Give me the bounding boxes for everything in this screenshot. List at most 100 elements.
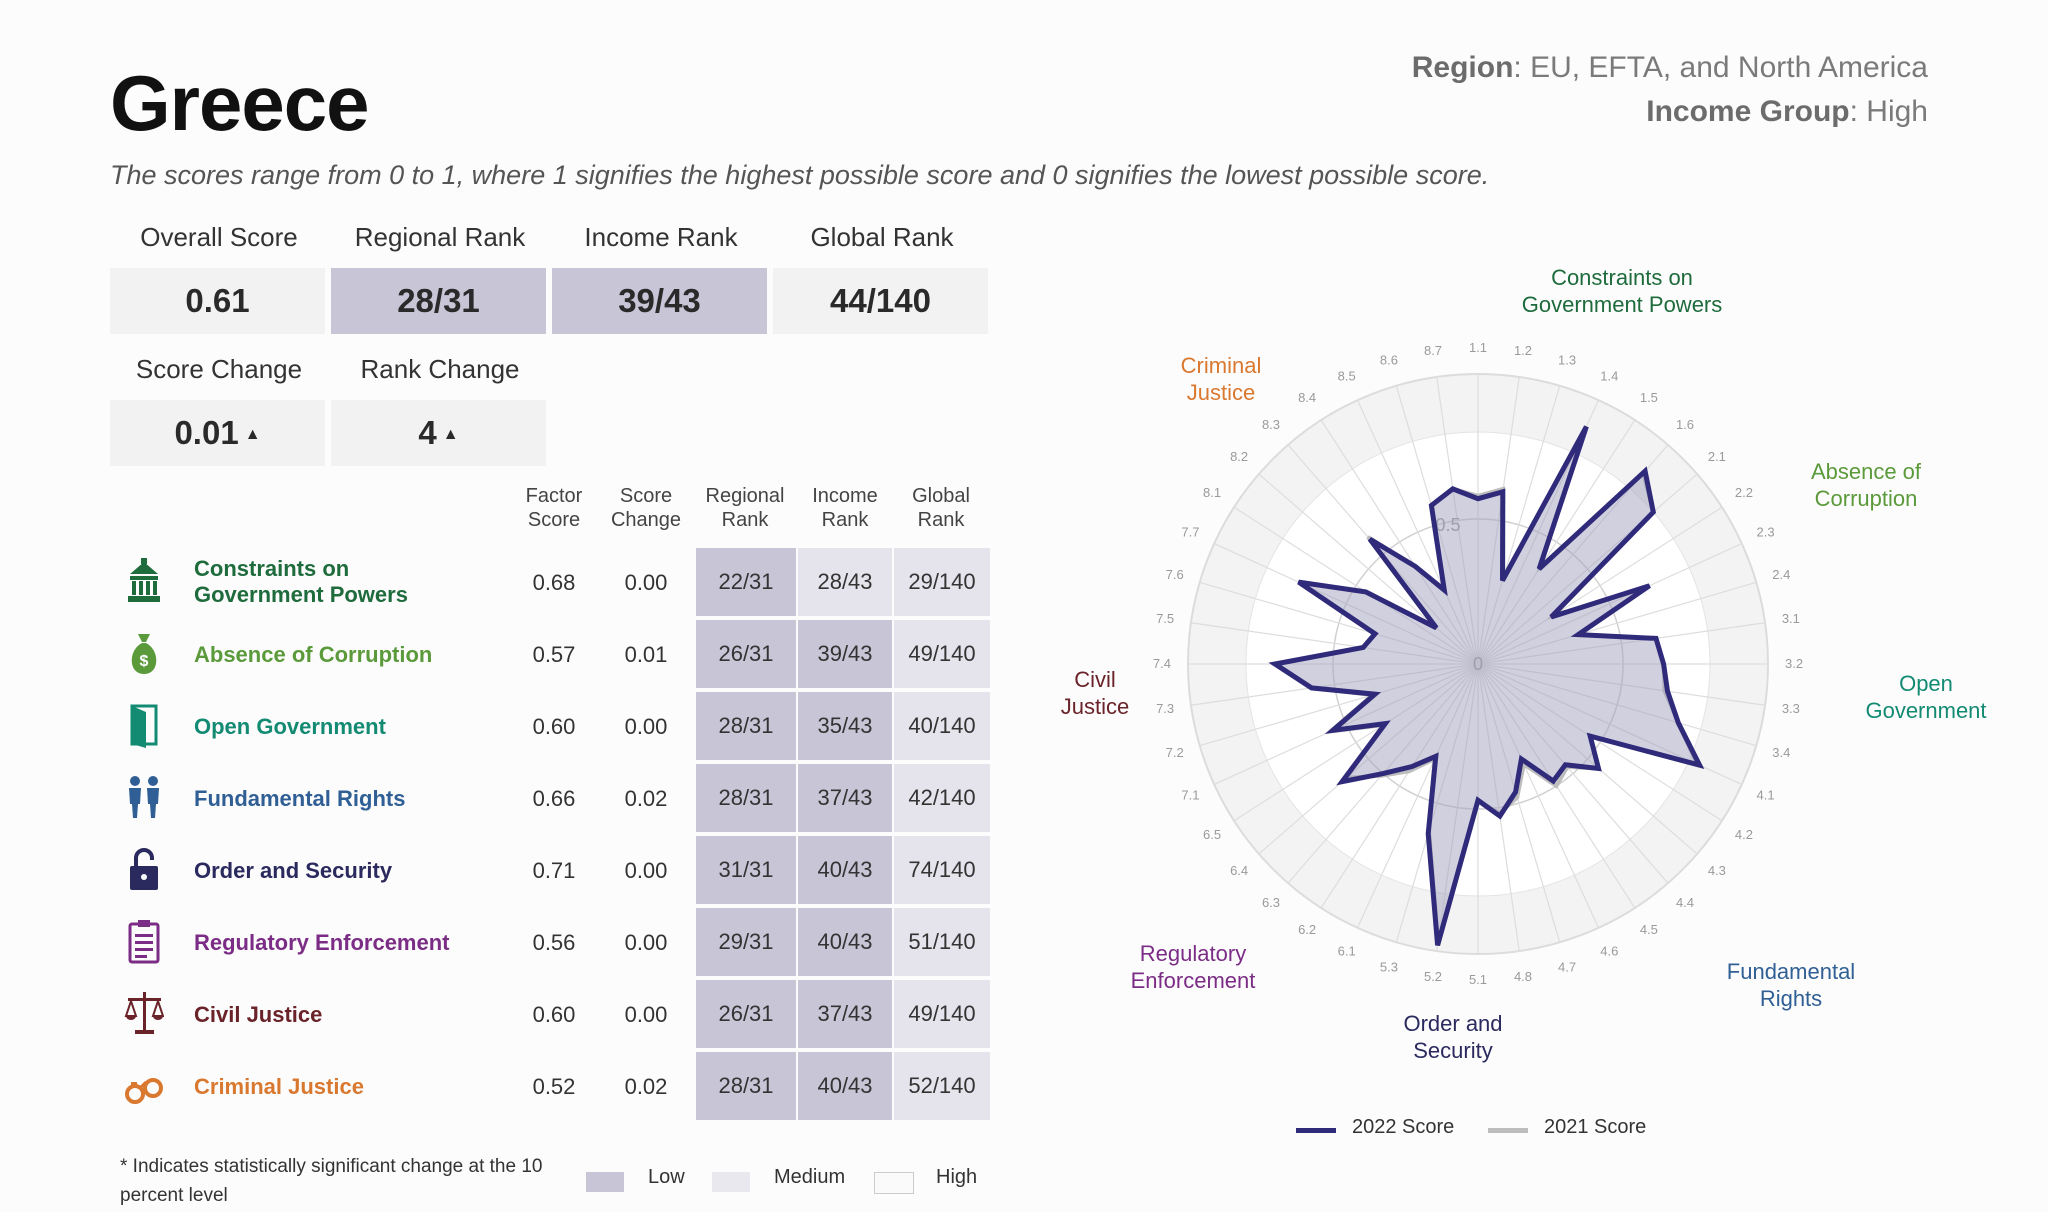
factor-row: Civil Justice 0.60 0.00 26/31 37/43 49/140 bbox=[110, 980, 990, 1050]
radar-spoke-label: 3.3 bbox=[1782, 701, 1800, 716]
col-score-change: Score Change bbox=[610, 485, 682, 531]
income-rank-value: 39/43 bbox=[552, 268, 767, 334]
factor-regional-rank: 26/31 bbox=[696, 980, 796, 1048]
padlock-icon bbox=[124, 846, 170, 896]
radar-spoke bbox=[1356, 399, 1479, 665]
radar-spoke-label: 4.8 bbox=[1514, 969, 1532, 984]
radar-outer-ring bbox=[1187, 373, 1769, 955]
overall-score-label: Overall Score bbox=[140, 222, 298, 252]
scales-icon bbox=[124, 990, 170, 1040]
score-change-label: Score Change bbox=[135, 354, 303, 384]
radar-spoke-label: 5.1 bbox=[1469, 972, 1487, 987]
radar-spoke bbox=[1477, 542, 1743, 665]
radar-spoke-label: 1.1 bbox=[1469, 340, 1487, 355]
radar-label-criminal-justice: Criminal Justice bbox=[1180, 353, 1262, 405]
people-icon bbox=[124, 774, 170, 824]
money-bag-icon: $ bbox=[124, 630, 170, 680]
radar-spoke bbox=[1477, 663, 1723, 822]
factor-global-rank: 49/140 bbox=[894, 980, 990, 1048]
factor-income-rank: 39/43 bbox=[798, 620, 892, 688]
radar-spoke-label: 7.2 bbox=[1166, 745, 1184, 760]
factor-score-change: 0.00 bbox=[624, 714, 668, 739]
radar-spoke-label: 6.1 bbox=[1338, 944, 1356, 959]
factor-income-rank: 35/43 bbox=[798, 692, 892, 760]
radar-spoke-label: 7.4 bbox=[1153, 656, 1171, 671]
col-regional-rank: Regional Rank bbox=[705, 485, 785, 531]
radar-label-open-government: Open Government bbox=[1865, 671, 1987, 723]
factor-row: $ Absence of Corruption 0.57 0.01 26/31 39/43… bbox=[110, 620, 990, 690]
radar-spoke-label: 2.4 bbox=[1772, 567, 1790, 582]
factor-income-rank: 40/43 bbox=[798, 908, 892, 976]
factor-regional-rank: 29/31 bbox=[696, 908, 796, 976]
open-door-icon bbox=[124, 702, 170, 752]
score-range-note: The scores range from 0 to 1, where 1 si… bbox=[110, 160, 1490, 190]
radar-spoke-label: 1.3 bbox=[1558, 353, 1576, 368]
radar-spoke-label: 3.4 bbox=[1772, 745, 1790, 760]
radar-spoke-label: 7.6 bbox=[1166, 567, 1184, 582]
legend-medium-swatch bbox=[712, 1172, 750, 1192]
up-arrow-icon: ▲ bbox=[442, 426, 459, 444]
factor-score-change: 0.00 bbox=[624, 1002, 668, 1027]
factor-regional-rank: 31/31 bbox=[696, 836, 796, 904]
radar-spoke bbox=[1436, 663, 1479, 952]
radar-spoke bbox=[1190, 622, 1479, 665]
radar-spoke bbox=[1320, 663, 1479, 909]
radar-spoke-label: 7.7 bbox=[1181, 525, 1199, 540]
factor-name: Order and Security bbox=[194, 858, 393, 883]
radar-spoke-label: 4.2 bbox=[1735, 827, 1753, 842]
legend-low-swatch bbox=[586, 1172, 624, 1192]
radar-spoke bbox=[1477, 663, 1698, 855]
radar-spoke bbox=[1477, 663, 1636, 909]
legend-low-label: Low bbox=[648, 1166, 685, 1188]
radar-center-label: 0 bbox=[1473, 654, 1483, 674]
income-value: High bbox=[1866, 95, 1928, 128]
factor-regional-rank: 28/31 bbox=[696, 764, 796, 832]
radar-spoke bbox=[1477, 663, 1520, 952]
legend-high-swatch bbox=[874, 1172, 914, 1194]
global-rank-label: Global Rank bbox=[810, 222, 954, 252]
radar-spoke-label: 3.1 bbox=[1782, 611, 1800, 626]
radar-spoke bbox=[1477, 663, 1757, 747]
handcuffs-icon bbox=[124, 1062, 170, 1112]
clipboard-icon bbox=[124, 918, 170, 968]
radar-spoke-label: 6.3 bbox=[1262, 895, 1280, 910]
radar-spoke bbox=[1258, 473, 1479, 665]
radar-spoke-label: 2.1 bbox=[1708, 449, 1726, 464]
radar-spoke-label: 1.2 bbox=[1514, 343, 1532, 358]
radar-inner-ring bbox=[1245, 431, 1711, 897]
series-2021-polygon bbox=[1269, 428, 1701, 943]
radar-spoke bbox=[1356, 663, 1479, 929]
legend-high-label: High bbox=[936, 1166, 978, 1188]
svg-text:$: $ bbox=[140, 653, 149, 670]
radar-label-constraints: Constraints on Government Powers bbox=[1521, 265, 1723, 317]
regional-rank-value: 28/31 bbox=[331, 268, 546, 334]
radar-spoke-label: 7.1 bbox=[1181, 787, 1199, 802]
radar-spoke-label: 5.2 bbox=[1424, 969, 1442, 984]
factor-score-change: 0.00 bbox=[624, 570, 668, 595]
legend-2022-line bbox=[1296, 1128, 1336, 1133]
factor-score-change: 0.02 bbox=[624, 786, 668, 811]
up-arrow-icon: ▲ bbox=[244, 426, 261, 444]
factor-name: Fundamental Rights bbox=[194, 786, 406, 811]
radar-spoke bbox=[1477, 663, 1561, 943]
factor-income-rank: 37/43 bbox=[798, 764, 892, 832]
radar-label-corruption: Absence of Corruption bbox=[1810, 459, 1922, 511]
radar-spoke-label: 7.3 bbox=[1156, 701, 1174, 716]
government-building-icon bbox=[124, 558, 170, 608]
factor-row: Constraints on Government Powers 0.68 0.00… bbox=[110, 548, 990, 618]
radar-spoke-label: 8.2 bbox=[1230, 449, 1248, 464]
radar-spoke bbox=[1477, 506, 1723, 665]
radar-spoke-label: 4.6 bbox=[1600, 944, 1618, 959]
footnote: * Indicates statistically significant ch… bbox=[120, 1156, 543, 1206]
radar-spoke bbox=[1287, 663, 1479, 884]
radar-spoke bbox=[1395, 385, 1479, 665]
radar-spoke bbox=[1477, 399, 1600, 665]
col-income-rank: Income Rank bbox=[812, 485, 878, 531]
factor-score-change: 0.00 bbox=[624, 858, 668, 883]
radar-spoke-label: 8.4 bbox=[1298, 390, 1316, 405]
radar-spoke-label: 8.1 bbox=[1203, 485, 1221, 500]
legend-2021-label: 2021 Score bbox=[1544, 1116, 1647, 1138]
radar-spoke bbox=[1477, 663, 1600, 929]
factor-global-rank: 49/140 bbox=[894, 620, 990, 688]
